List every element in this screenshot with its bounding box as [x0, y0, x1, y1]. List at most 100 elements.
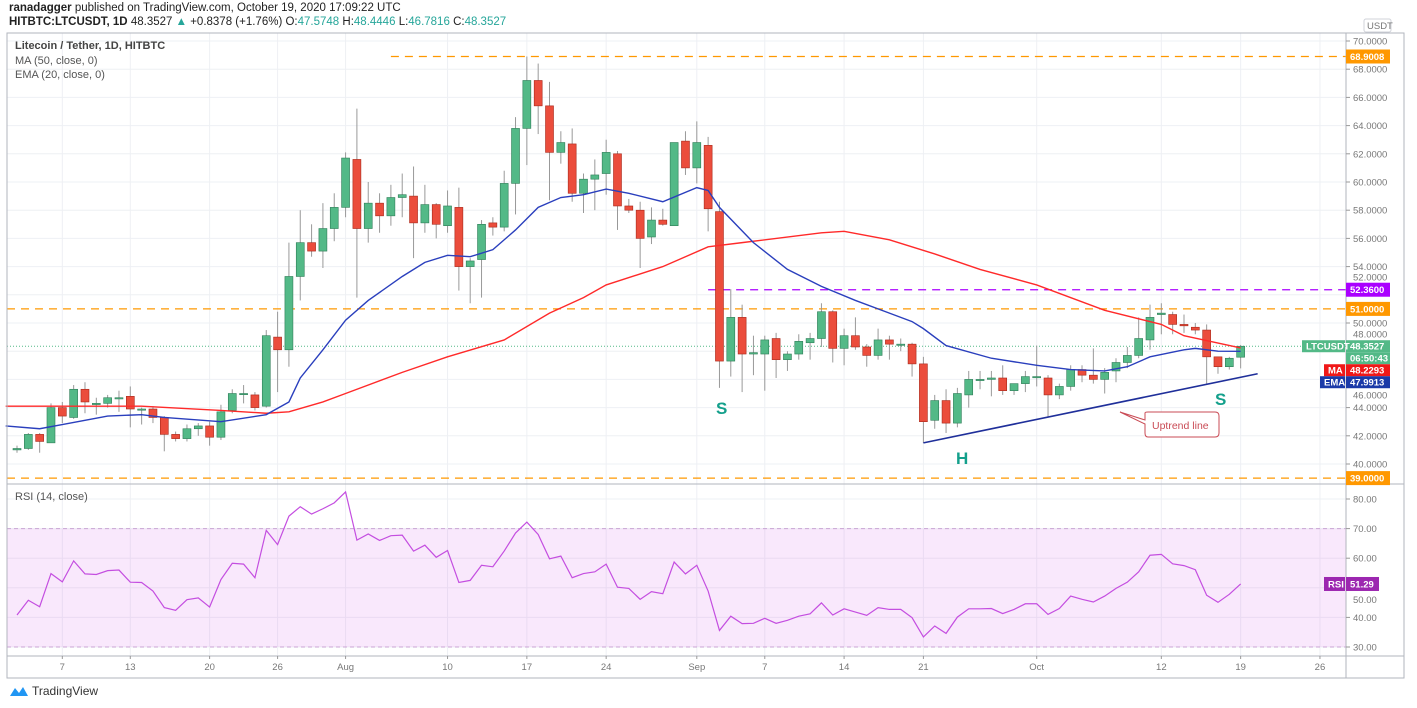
price-tick-label: 64.0000 — [1353, 121, 1387, 132]
candle-down — [658, 219, 668, 225]
candle-up — [363, 202, 373, 229]
price-tick-label: 66.0000 — [1353, 93, 1387, 104]
level-tag-52-bg[interactable] — [1346, 282, 1390, 297]
candle-up — [647, 219, 656, 238]
candle-up — [46, 407, 56, 444]
uptrend-callout-text[interactable]: Uptrend line — [1152, 420, 1209, 432]
uptrend-callout-box[interactable] — [1119, 411, 1220, 438]
price-tick-label: 56.0000 — [1353, 234, 1387, 245]
candle-down — [998, 377, 1008, 391]
open-value: 47.5748 — [297, 16, 340, 28]
tradingview-logo[interactable]: TradingView — [9, 684, 98, 698]
level-tag-68: 68.9008 — [1350, 52, 1384, 63]
candle-up — [103, 397, 112, 404]
rsi-value-tag-bg[interactable] — [1346, 576, 1379, 591]
horizontal-levels[interactable] — [7, 55, 1346, 479]
up-arrow-icon: ▲ — [175, 16, 187, 28]
countdown-tag: 06:50:43 — [1350, 354, 1388, 365]
level-tag-39-bg[interactable] — [1346, 471, 1390, 486]
ma-value-tag-bg[interactable] — [1346, 364, 1390, 377]
annotations[interactable]: S H S Uptrend line — [716, 372, 1258, 468]
time-tick-label: 14 — [839, 662, 850, 673]
label-right-shoulder[interactable]: S — [1215, 390, 1226, 409]
level-tag-51-bg[interactable] — [1346, 301, 1390, 316]
candle-up — [1145, 317, 1155, 341]
legend-rsi[interactable]: RSI (14, close) — [15, 491, 88, 503]
candle-up — [930, 400, 940, 421]
candle-up — [590, 174, 600, 180]
candle-up — [579, 178, 588, 194]
time-tick-label: Sep — [688, 662, 705, 673]
price-tick-label: 46.0000 — [1353, 391, 1387, 402]
time-tick-label: 13 — [125, 662, 136, 673]
rsi-tick-label: 60.00 — [1353, 554, 1377, 565]
legend-title: Litecoin / Tether, 1D, HITBTC — [15, 40, 165, 52]
candle-up — [511, 128, 520, 184]
time-tick-label: 19 — [1235, 662, 1246, 673]
ema-value-tag-bg[interactable] — [1346, 376, 1390, 389]
candle-down — [1213, 356, 1223, 368]
candle-up — [1123, 355, 1132, 363]
candle-down — [624, 205, 634, 211]
grid — [7, 33, 1346, 656]
candle-down — [533, 80, 543, 107]
last-price: 48.3527 — [130, 16, 173, 28]
price-tick-label: 42.0000 — [1353, 431, 1387, 442]
legend-ma[interactable]: MA (50, close, 0) — [15, 55, 98, 67]
candle-up — [216, 411, 226, 438]
rsi-pane[interactable] — [7, 490, 1346, 648]
candle-up — [783, 353, 792, 360]
label-head[interactable]: H — [956, 449, 968, 468]
candle-up — [760, 339, 770, 355]
rsi-label-tag-bg[interactable] — [1324, 576, 1345, 591]
legend-ema[interactable]: EMA (20, close, 0) — [15, 69, 105, 81]
price-tick-label: 44.0000 — [1353, 403, 1387, 414]
rsi-line[interactable] — [16, 490, 1242, 638]
countdown-tag-bg[interactable] — [1346, 352, 1390, 365]
symbol-tag-bg[interactable] — [1302, 340, 1345, 353]
author-name[interactable]: ranadagger — [9, 2, 72, 14]
time-axis[interactable]: 7 13 20 26 Aug 10 17 24 Sep 7 14 21 Oct 12 19 26 — [60, 656, 1326, 673]
candle-up — [182, 428, 192, 439]
ohlc-header: HITBTC:LTCUSDT, 1D 48.3527 ▲ +0.8378 (+1… — [9, 16, 506, 28]
high-label: H: — [342, 16, 354, 28]
price-tick-label: 40.0000 — [1353, 460, 1387, 471]
label-left-shoulder[interactable]: S — [716, 399, 727, 418]
candle-up — [295, 242, 305, 277]
currency-badge[interactable] — [1363, 18, 1392, 33]
candle-up — [329, 207, 339, 229]
uptrend-line[interactable] — [923, 372, 1258, 444]
level-tag-68-bg[interactable] — [1346, 49, 1390, 64]
ema-label-tag-bg[interactable] — [1320, 376, 1345, 389]
price-tick-label: 50.0000 — [1353, 319, 1387, 330]
candle-down — [885, 339, 894, 345]
candle-down — [635, 209, 645, 239]
candle-down — [273, 336, 282, 351]
time-tick-label: 26 — [1315, 662, 1326, 673]
candle-up — [975, 379, 985, 381]
last-price-tag-bg[interactable] — [1346, 340, 1390, 353]
ema-value-tag: 47.9913 — [1350, 378, 1384, 389]
time-tick-label: 17 — [522, 662, 533, 673]
candle-down — [681, 140, 690, 169]
candle-down — [1089, 374, 1098, 380]
price-axis[interactable]: 40.000042.000044.000046.000048.000050.00… — [1302, 18, 1393, 654]
candle-up — [137, 408, 146, 411]
candle-down — [409, 195, 418, 224]
candle-up — [601, 152, 611, 174]
low-value: 46.7816 — [408, 16, 450, 28]
time-tick-label: 20 — [204, 662, 215, 673]
price-tick-label: 54.0000 — [1353, 262, 1387, 273]
time-tick-label: 21 — [918, 662, 929, 673]
ma-label-tag-bg[interactable] — [1324, 364, 1345, 377]
candle-down — [771, 338, 781, 360]
candle-down — [1179, 324, 1189, 327]
candle-up — [477, 224, 486, 260]
candle-up — [1134, 338, 1143, 356]
candle-up — [1009, 383, 1019, 391]
candle-up — [896, 343, 906, 346]
candle-down — [375, 202, 384, 217]
candle-down — [126, 396, 135, 410]
candle-up — [397, 194, 407, 198]
